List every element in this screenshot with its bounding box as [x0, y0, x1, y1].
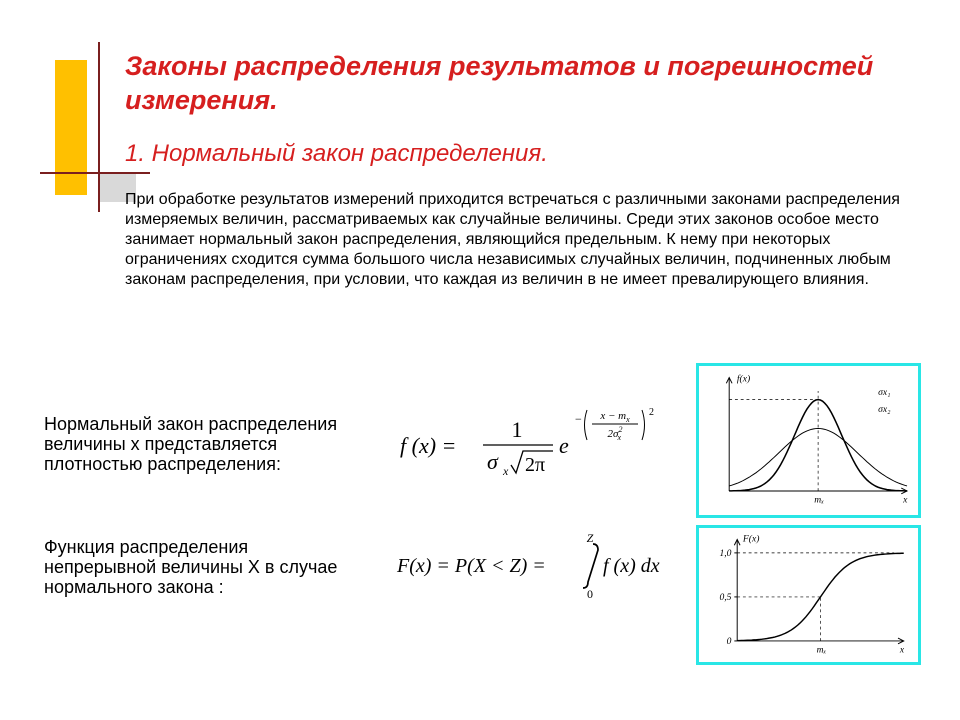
accent-vertical-line	[98, 42, 100, 212]
cdf-formula: F(x) = P(X < Z) = Z 0 f (x) dx	[395, 530, 675, 600]
cdf-integrand: f (x) dx	[603, 555, 660, 577]
integral-lower: 0	[587, 587, 593, 600]
slide-title: Законы распределения результатов и погре…	[125, 50, 895, 118]
svg-text:mₓ: mₓ	[817, 644, 827, 655]
integral-icon	[583, 544, 598, 588]
formula-exp-minus: −	[575, 412, 582, 426]
accent-yellow-bar	[55, 60, 87, 195]
body-paragraph: При обработке результатов измерений прих…	[125, 190, 915, 290]
density-description: Нормальный закон распределения величины …	[44, 415, 364, 474]
accent-horizontal-line	[40, 172, 150, 174]
paren-left-icon	[585, 410, 588, 440]
slide: Законы распределения результатов и погре…	[0, 0, 960, 720]
formula-exp-outer-sup: 2	[649, 407, 654, 418]
svg-text:f(x): f(x)	[737, 373, 750, 384]
svg-text:σx₁: σx₁	[878, 387, 890, 398]
cdf-lhs: F(x) = P(X < Z) =	[396, 555, 546, 577]
density-formula: f (x) = 1 σ x 2π e − x − mx 2σ2x 2	[395, 405, 675, 485]
svg-text:x: x	[899, 644, 905, 655]
slide-subtitle: 1. Нормальный закон распределения.	[125, 140, 895, 168]
formula-exp-den: 2σ2x	[608, 425, 623, 442]
svg-text:σx₂: σx₂	[878, 404, 891, 415]
svg-text:mₓ: mₓ	[814, 495, 824, 506]
paren-right-icon	[642, 410, 645, 440]
formula-sigma-sub: x	[502, 464, 509, 478]
svg-text:0,5: 0,5	[719, 592, 731, 603]
integral-upper: Z	[587, 531, 594, 545]
formula-sqrt-content: 2π	[525, 454, 545, 476]
formula-e: e	[559, 433, 569, 458]
pdf-chart: f(x) x mₓ σx₁ σx₂	[696, 363, 921, 518]
svg-text:x: x	[902, 495, 908, 506]
formula-lhs: f (x) =	[400, 433, 456, 458]
formula-numerator: 1	[512, 417, 523, 442]
svg-text:1,0: 1,0	[719, 548, 731, 559]
formula-sigma: σ	[487, 449, 499, 474]
svg-text:0: 0	[727, 636, 732, 647]
cdf-chart: F(x) x mₓ 0 0,5 1,0	[696, 525, 921, 665]
formula-exp-num: x − mx	[599, 410, 630, 424]
svg-text:F(x): F(x)	[742, 533, 759, 544]
cdf-description: Функция распределения непрерывной величи…	[44, 538, 364, 597]
